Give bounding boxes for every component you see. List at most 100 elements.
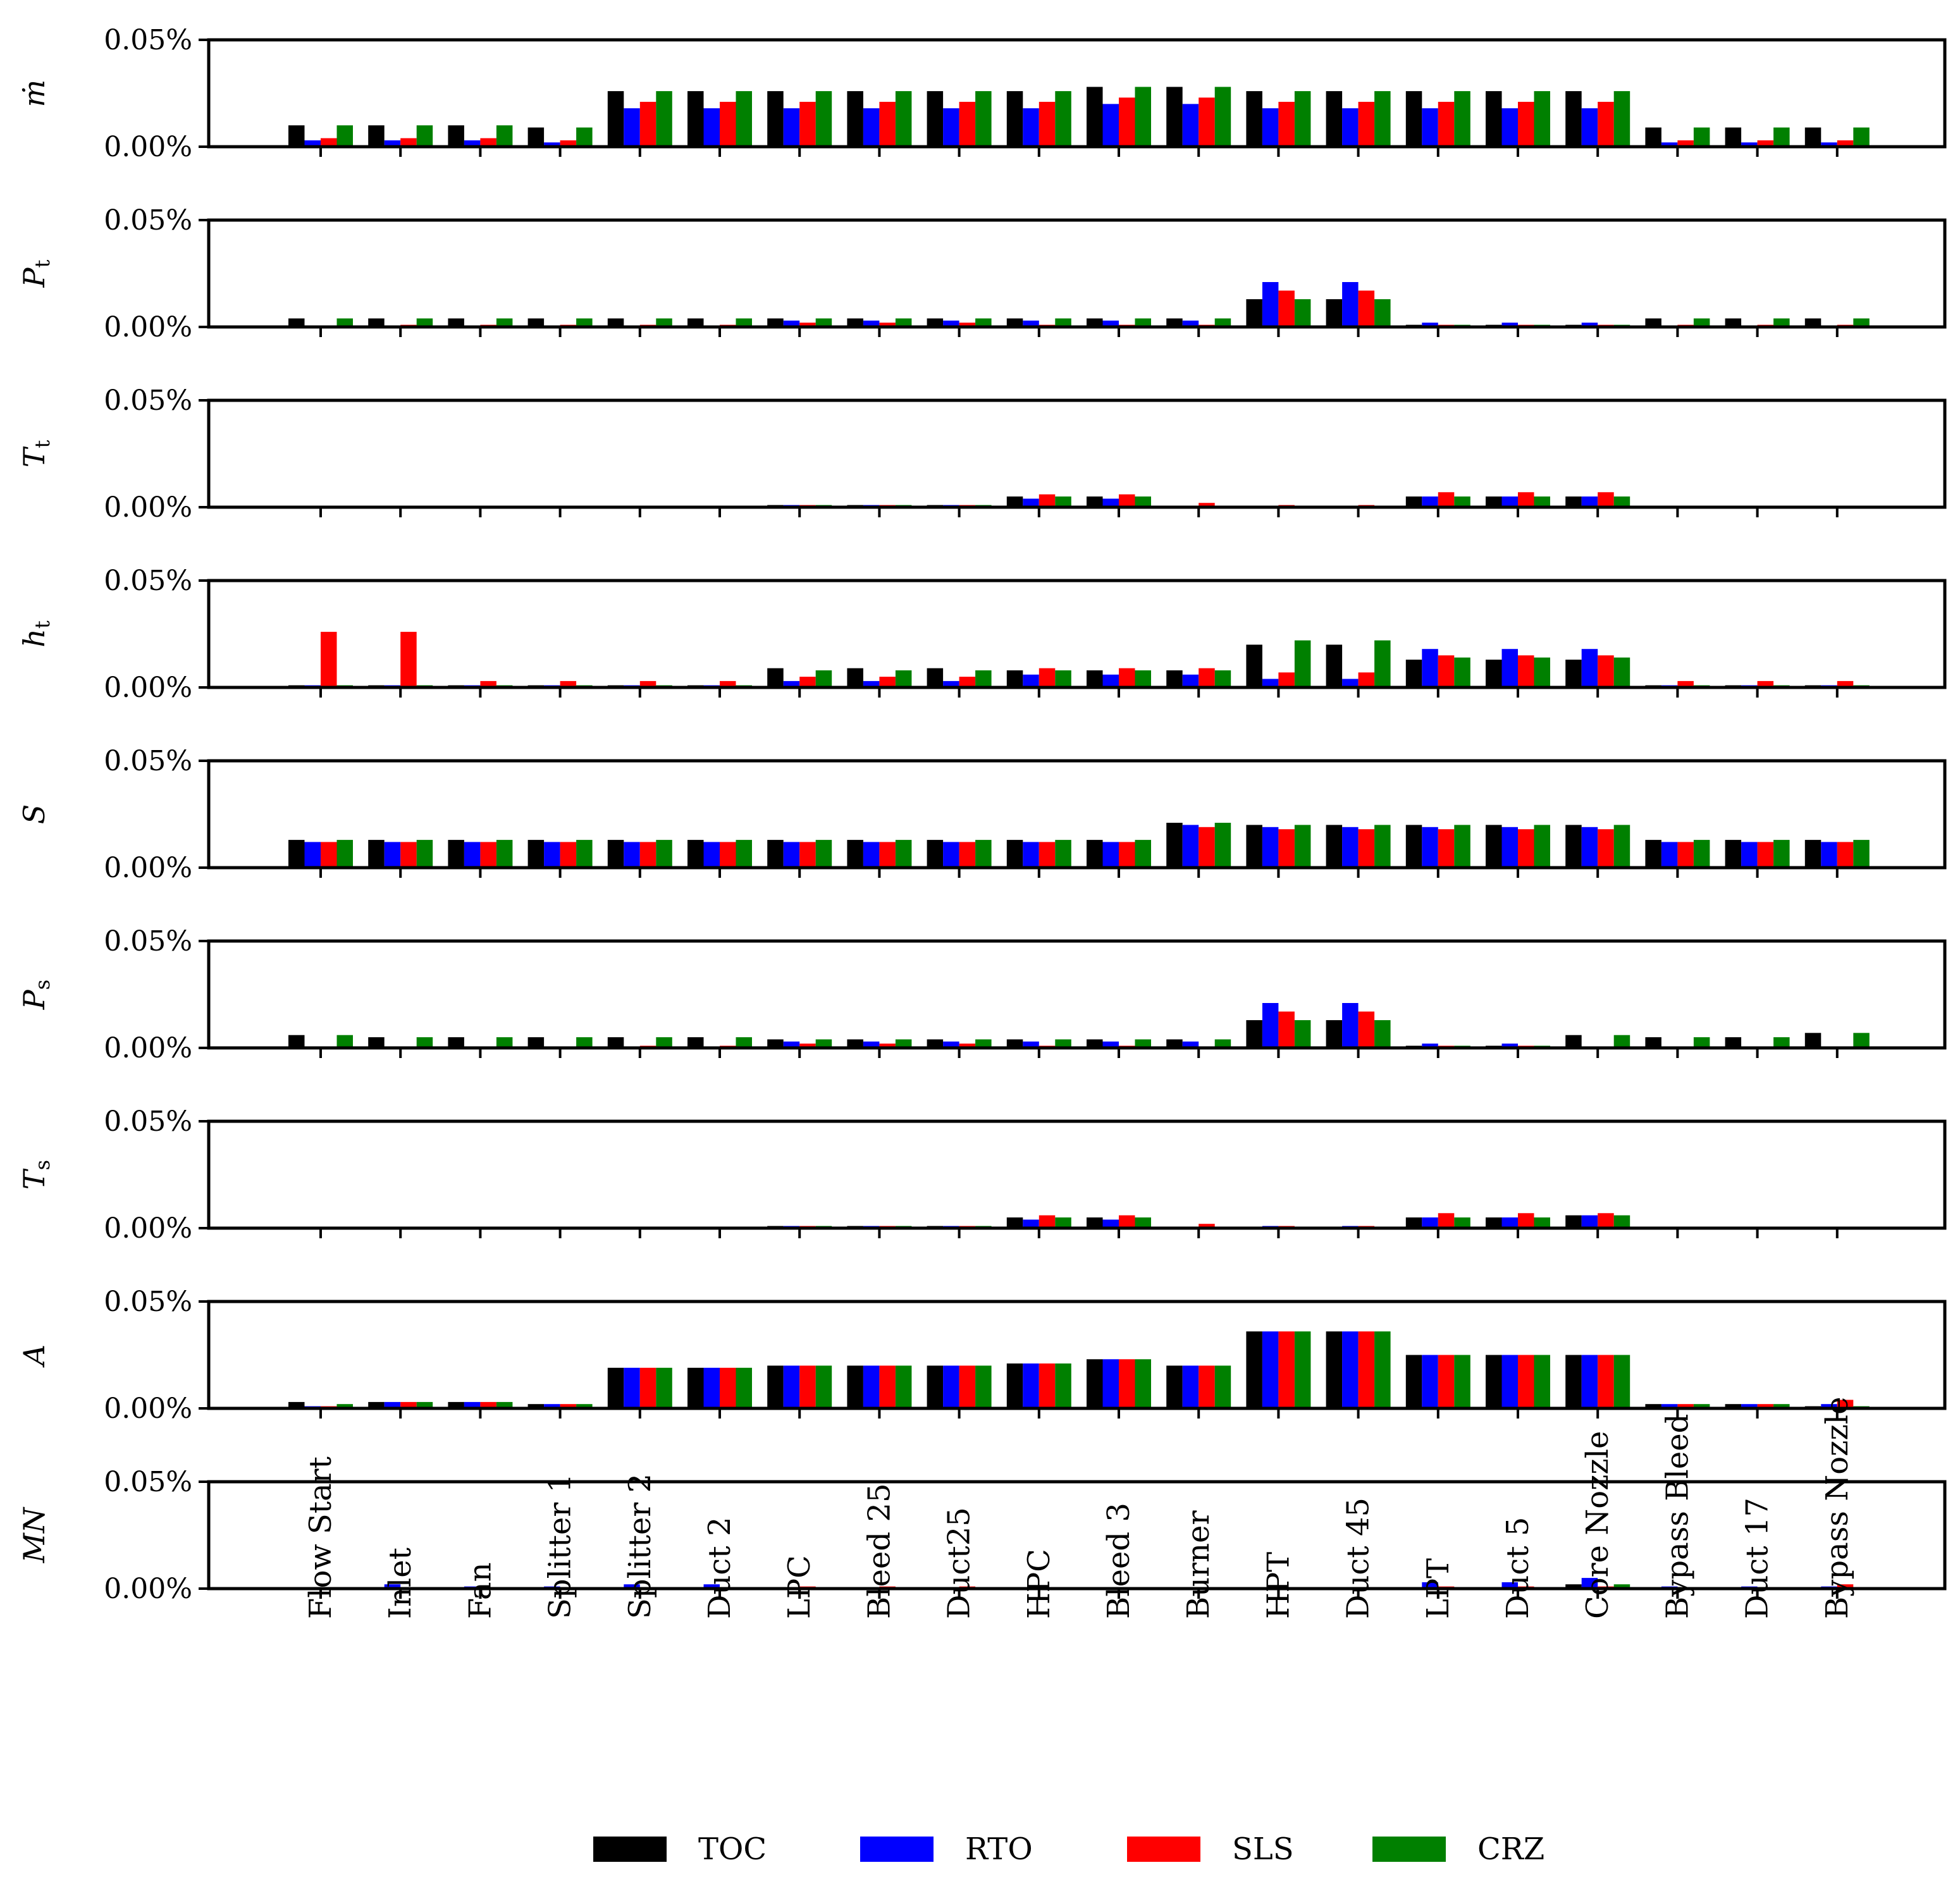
legend-swatch-toc [593,1837,667,1862]
bar-sls-core-nozzle [1598,102,1614,147]
bar-rto-lpt [1422,1582,1438,1589]
bar-toc-burner [1166,670,1183,687]
bar-sls-splitter-1 [560,1404,577,1408]
axes-frame [207,38,1947,149]
bar-crz-inlet [416,318,433,327]
panel-ht: 0.00% 0.05% ht [17,565,1947,704]
bar-toc-bleed-3 [1087,318,1103,327]
bar-sls-splitter-2 [639,102,656,147]
legend-label-toc: TOC [698,1831,767,1867]
bar-crz-core-nozzle [1613,496,1630,507]
bar-toc-bypass-bleed [1645,840,1661,868]
bar-toc-hpt [1246,1331,1262,1408]
bar-crz-core-nozzle [1613,1215,1630,1228]
bar-toc-splitter-1 [527,127,545,147]
bar-toc-lpc [767,318,784,327]
bar-sls-burner [1199,827,1215,868]
bar-toc-bypass-nozzle [1804,840,1821,868]
bar-sls-duct-45 [1358,290,1375,327]
bar-toc-core-nozzle [1565,660,1582,687]
bar-toc-burner [1166,87,1183,147]
bar-rto-bypass-nozzle [1821,142,1837,147]
bar-sls-hpt [1278,829,1295,868]
bar-rto-duct-5 [1501,1217,1518,1228]
bar-toc-core-nozzle [1565,825,1582,868]
bar-rto-bypass-nozzle [1821,1404,1837,1408]
bar-crz-inlet [416,1401,433,1408]
bar-toc-fan [448,840,464,868]
bar-crz-bleed-3 [1135,670,1151,687]
bar-crz-bleed-25 [895,840,912,868]
bar-sls-bypass-nozzle [1837,1584,1854,1589]
bar-sls-lpt [1438,1355,1455,1408]
bar-crz-fan [496,1037,513,1048]
category-label-duct-45: Duct 45 [1341,1498,1376,1619]
bar-rto-duct-2 [703,842,720,868]
category-label-bypass-bleed: Bypass Bleed [1660,1414,1695,1619]
bar-toc-lpt [1405,825,1422,868]
bar-crz-duct25 [975,1365,992,1408]
bar-crz-duct-5 [1534,825,1550,868]
bar-toc-fan [448,125,464,147]
bar-sls-lpt [1438,829,1455,868]
bar-rto-duct-2 [703,1367,720,1408]
y-tick-label-min: 0.00% [104,852,192,884]
bar-crz-duct-17 [1773,318,1790,327]
y-axis-label: ht [17,620,54,648]
bar-crz-hpc [1055,496,1071,507]
bar-rto-duct25 [943,842,959,868]
bar-sls-inlet [400,138,417,147]
bar-toc-bleed-3 [1087,840,1103,868]
bar-sls-bleed-25 [879,323,896,327]
bar-rto-bleed-3 [1102,320,1119,327]
bar-toc-bleed-25 [847,318,863,327]
bar-crz-splitter-1 [576,1037,593,1048]
bar-toc-hpc [1006,840,1023,868]
bar-rto-hpt [1262,679,1279,687]
bar-rto-bleed-25 [863,1365,880,1408]
bar-toc-flow-start [288,840,305,868]
bar-rto-bleed-3 [1102,104,1119,147]
bar-toc-hpc [1006,318,1023,327]
bar-crz-bleed-3 [1135,1359,1151,1408]
bar-rto-hpt [1262,282,1279,327]
bar-rto-bleed-3 [1102,842,1119,868]
bar-toc-burner [1166,1039,1183,1048]
bar-crz-bypass-bleed [1693,1037,1710,1048]
panel-p0: 0.00% 0.05% ṁ [17,24,1947,163]
bar-crz-flow-start [336,1035,353,1048]
bar-rto-lpc [783,320,800,327]
bar-toc-splitter-1 [527,1404,545,1408]
bar-toc-splitter-1 [527,840,545,868]
bar-sls-hpt [1278,672,1295,687]
bar-crz-core-nozzle [1613,1584,1630,1589]
bar-rto-lpt [1422,827,1438,868]
bar-crz-splitter-1 [576,1404,593,1408]
bar-crz-duct-2 [736,1367,752,1408]
bar-toc-lpc [767,1039,784,1048]
bar-rto-duct-2 [703,1584,720,1589]
bar-sls-bleed-25 [879,677,896,687]
bar-toc-duct-17 [1725,1404,1742,1408]
bar-crz-splitter-2 [656,1037,672,1048]
bar-sls-bleed-3 [1119,97,1135,147]
category-label-bleed-3: Bleed 3 [1101,1503,1137,1619]
bar-crz-duct25 [975,670,992,687]
bar-toc-bypass-bleed [1645,1037,1661,1048]
y-axis-label: Ps [17,980,54,1010]
bar-rto-lpc [783,108,800,147]
bar-crz-duct-5 [1534,1217,1550,1228]
bar-sls-bleed-25 [879,842,896,868]
bar-toc-hpt [1246,299,1262,327]
bar-sls-fan [480,1401,496,1408]
bar-sls-fan [480,680,496,687]
bar-rto-lpt [1422,1355,1438,1408]
panel-s: 0.00% 0.05% S [17,745,1947,884]
bar-rto-inlet [384,140,401,147]
bar-sls-duct-5 [1518,829,1534,868]
bar-sls-hpt [1278,1331,1295,1408]
panel-ps: 0.00% 0.05% Ps [17,925,1947,1064]
bar-sls-duct-45 [1358,1011,1375,1048]
bar-sls-splitter-1 [560,140,577,147]
bar-toc-core-nozzle [1565,496,1582,507]
